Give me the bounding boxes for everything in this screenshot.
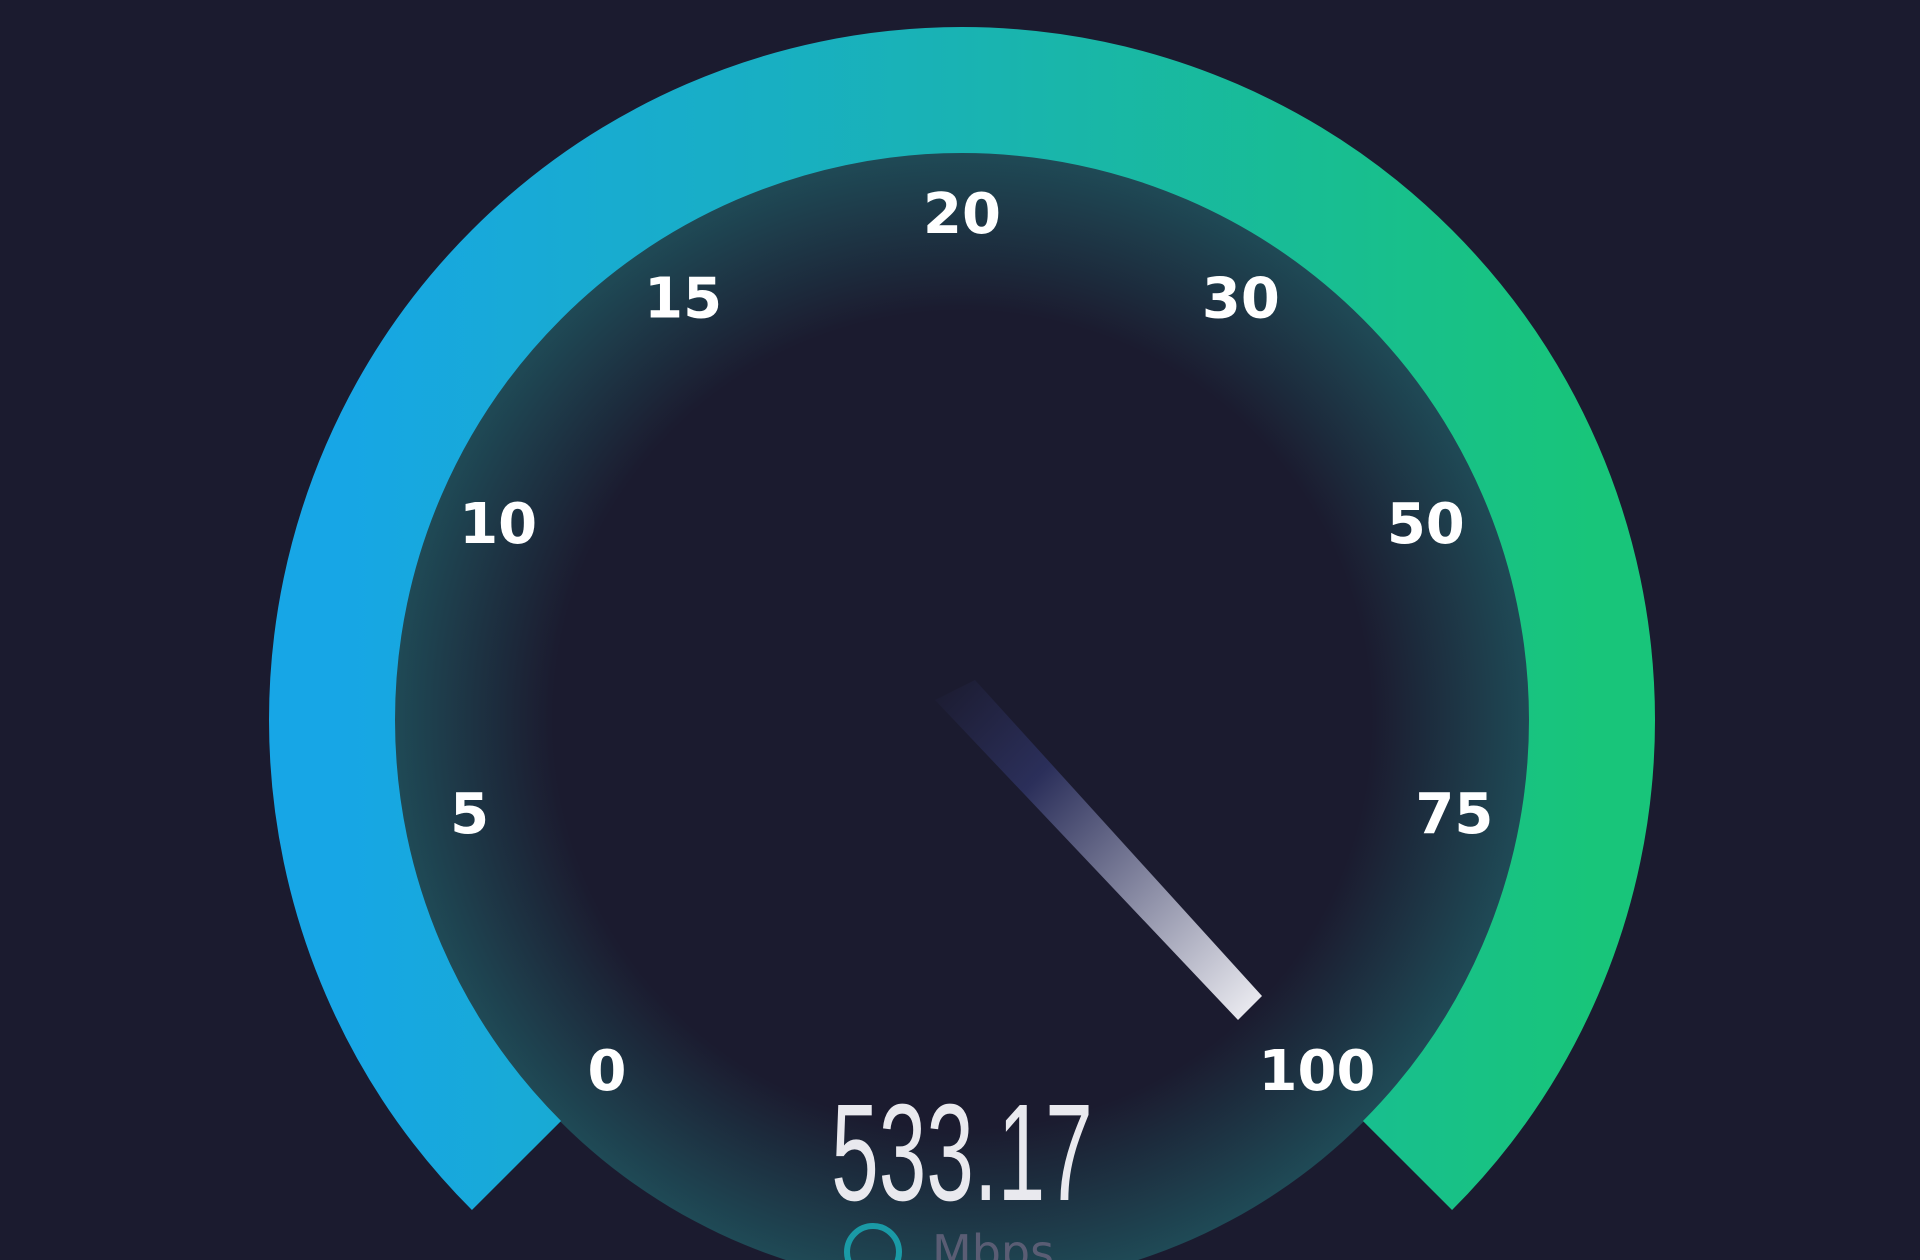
tick-label: 75 bbox=[1415, 782, 1493, 847]
speed-reading: 533.17 bbox=[831, 1076, 1093, 1230]
needle bbox=[935, 680, 1262, 1020]
tick-label: 50 bbox=[1387, 492, 1465, 557]
tick-label: 0 bbox=[588, 1039, 627, 1104]
tick-label: 10 bbox=[459, 492, 537, 557]
gauge-arc bbox=[269, 27, 1655, 1210]
speed-unit: Mbps bbox=[932, 1225, 1054, 1260]
tick-label: 30 bbox=[1202, 267, 1280, 332]
tick-label: 5 bbox=[450, 782, 489, 847]
tick-label: 15 bbox=[644, 267, 722, 332]
tick-label: 20 bbox=[923, 182, 1001, 247]
tick-label: 100 bbox=[1259, 1039, 1376, 1104]
unit-icon bbox=[844, 1223, 902, 1260]
tick-labels: 0 5 10 15 20 30 50 75 100 bbox=[450, 182, 1493, 1104]
